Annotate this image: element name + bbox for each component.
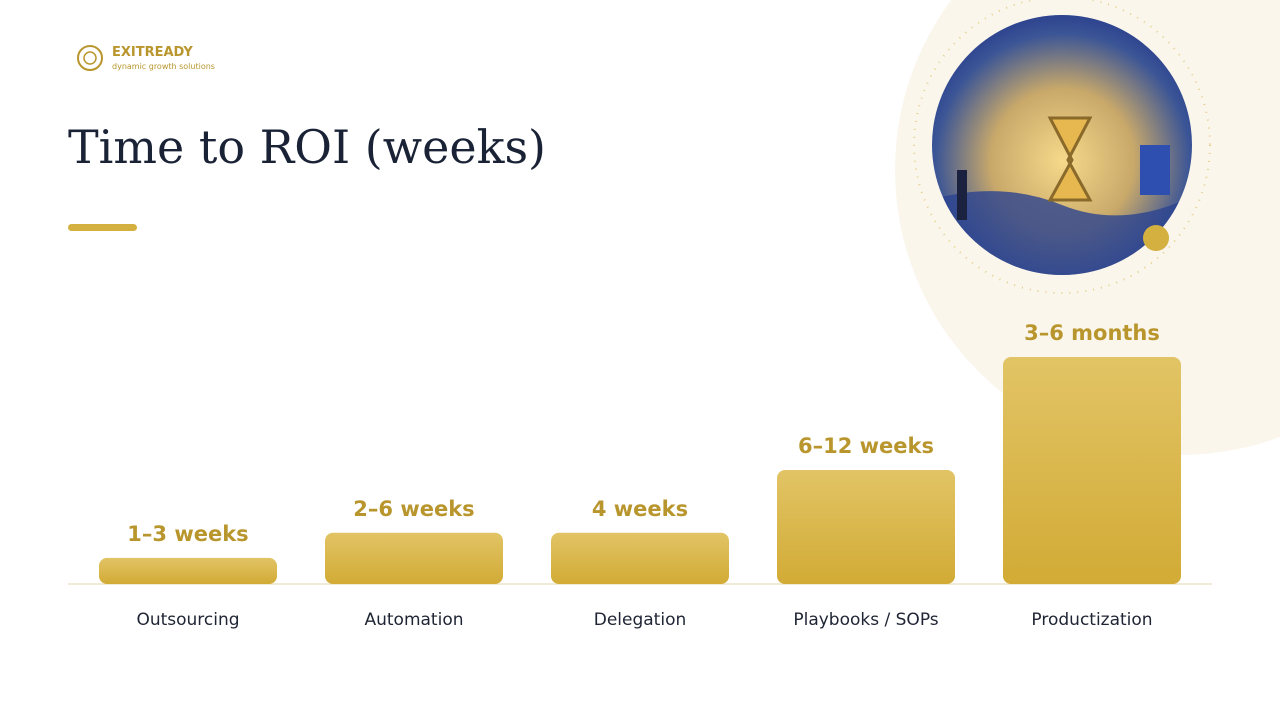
- bar: [551, 532, 729, 584]
- bar: [1003, 357, 1181, 584]
- value-label: 3–6 months: [1024, 321, 1160, 345]
- x-tick-label: Productization: [1031, 610, 1152, 630]
- value-label: 2–6 weeks: [353, 497, 474, 521]
- value-label: 4 weeks: [592, 497, 688, 521]
- brand-tagline: dynamic growth solutions: [112, 62, 215, 71]
- bar: [325, 532, 503, 584]
- x-tick-label: Playbooks / SOPs: [793, 610, 938, 630]
- brand-name: EXITREADY: [112, 45, 193, 60]
- title-underline: [68, 224, 137, 231]
- dotted-ring: [913, 0, 1211, 294]
- bar: [99, 557, 277, 584]
- x-tick-label: Delegation: [594, 610, 687, 630]
- value-label: 6–12 weeks: [798, 434, 934, 458]
- x-tick-label: Outsourcing: [136, 610, 239, 630]
- chart-title: Time to ROI (weeks): [68, 120, 546, 174]
- logo: [77, 45, 103, 71]
- accent-dot: [1143, 225, 1169, 251]
- bar: [777, 470, 955, 584]
- x-tick-label: Automation: [364, 610, 463, 630]
- value-label: 1–3 weeks: [127, 522, 248, 546]
